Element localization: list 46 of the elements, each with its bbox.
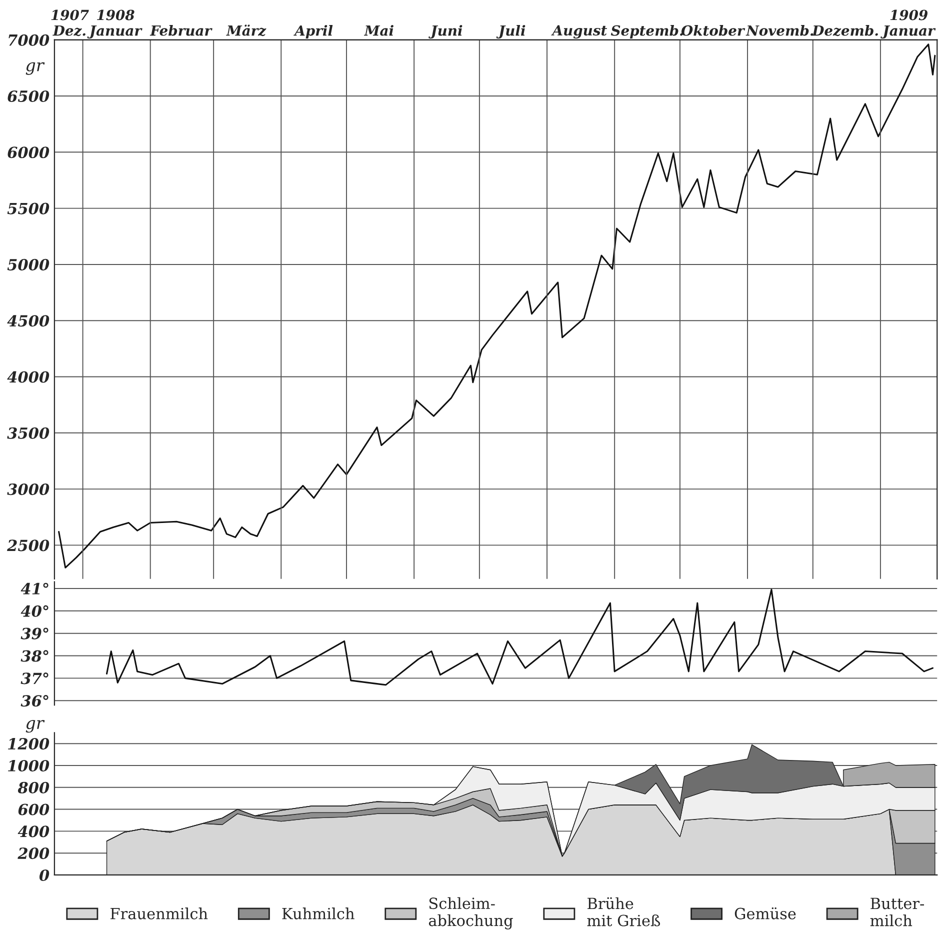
y-tick-label: 600: [18, 804, 50, 816]
y-tick-label: 3000: [7, 484, 50, 496]
y-tick-label: 1000: [8, 760, 50, 772]
legend-label: Schleim- abkochung: [428, 897, 513, 930]
y-tick-label: 4500: [7, 315, 50, 327]
y-tick-label: 5000: [7, 258, 50, 270]
x-tick-label: Februar: [150, 25, 212, 36]
legend-label: Frauenmilch: [110, 908, 208, 920]
y-tick-label: 39°: [20, 628, 48, 640]
y-tick-label: 6500: [8, 90, 50, 102]
y-tick-label: 37°: [20, 672, 48, 684]
x-tick-label: Juni: [428, 25, 462, 38]
x-tick-label: März: [226, 24, 266, 36]
y-tick-label: 0: [39, 869, 50, 881]
y-tick-label: 5500: [7, 202, 50, 214]
y-tick-label: 7000: [8, 34, 50, 46]
x-tick-label: 1907 Dez.: [51, 10, 89, 36]
y-tick-label: 40°: [20, 605, 48, 617]
y-tick-label: 3500: [7, 427, 50, 439]
x-tick-label: Septemb.: [610, 25, 683, 38]
x-tick-label: Mai: [364, 25, 394, 36]
y-tick-label: 41°: [20, 582, 48, 594]
legend-label: Brühe mit Grieß: [587, 897, 660, 926]
legend-label: Kuhmilch: [282, 908, 354, 920]
x-tick-label: Dezemb.: [812, 25, 878, 36]
y-tick-label: 2500: [7, 540, 50, 552]
y-tick-label: 400: [18, 826, 50, 838]
x-tick-label: Novemb.: [746, 25, 814, 36]
y-tick-label: 200: [18, 848, 50, 860]
y-tick-label: 6000: [8, 146, 50, 158]
y-tick-label: 36°: [20, 694, 48, 707]
y-tick-label: 1200: [8, 738, 50, 750]
y-axis-title: gr: [26, 62, 45, 75]
x-tick-label: Oktober: [681, 25, 746, 36]
x-tick-label: April: [294, 25, 333, 38]
line-series: [106, 588, 934, 686]
legend-label: Butter- milch: [870, 898, 924, 926]
x-tick-label: Juli: [496, 25, 526, 38]
line-series: [58, 44, 936, 568]
x-tick-label: August: [551, 25, 608, 38]
y-tick-label: 38°: [20, 650, 48, 662]
x-tick-label: 1909 Januar: [880, 10, 936, 38]
legend-label: Gemüse: [734, 907, 796, 920]
y-axis-title: gr: [26, 720, 45, 733]
y-tick-label: 800: [18, 782, 50, 794]
y-tick-label: 4000: [7, 371, 50, 383]
